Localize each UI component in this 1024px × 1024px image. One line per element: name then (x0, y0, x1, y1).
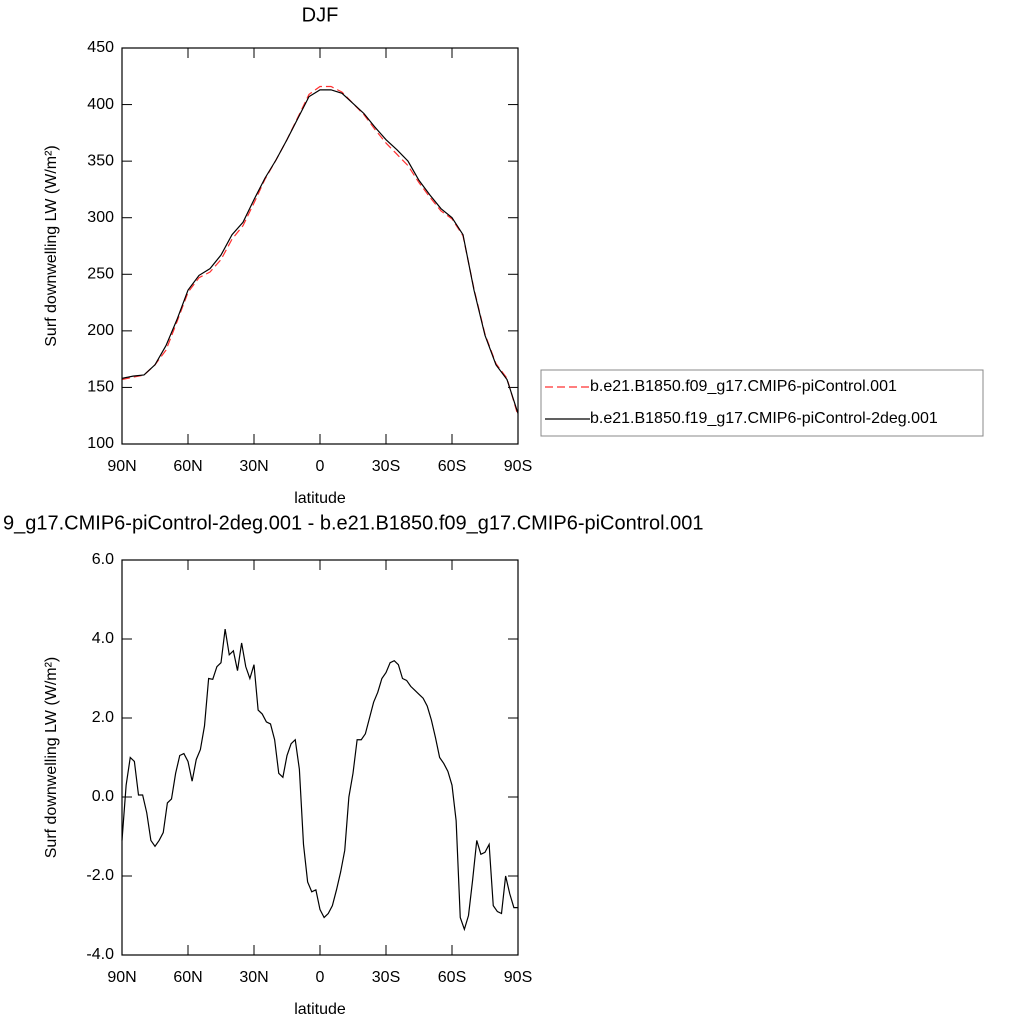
chart-title: 9_g17.CMIP6-piControl-2deg.001 - b.e21.B… (3, 512, 703, 534)
legend-label: b.e21.B1850.f09_g17.CMIP6-piControl.001 (590, 378, 897, 395)
y-tick-label: -2.0 (86, 867, 114, 884)
x-tick-label: 60S (438, 458, 466, 475)
legend-label: b.e21.B1850.f19_g17.CMIP6-piControl-2deg… (590, 410, 938, 427)
y-tick-label: 200 (87, 322, 114, 339)
x-tick-label: 60N (173, 969, 202, 986)
y-tick-label: 6.0 (92, 551, 114, 568)
y-tick-label: 150 (87, 379, 114, 396)
y-tick-label: 300 (87, 209, 114, 226)
x-tick-label: 30S (372, 458, 400, 475)
plot-frame (121, 47, 519, 445)
data-line (121, 85, 519, 416)
y-tick-label: 0.0 (92, 788, 114, 805)
y-tick-label: -4.0 (86, 946, 114, 963)
x-tick-label: 30N (239, 458, 268, 475)
x-axis-label: latitude (294, 490, 346, 507)
x-axis-label: latitude (294, 1001, 346, 1018)
y-tick-label: 100 (87, 435, 114, 452)
y-tick-label: 350 (87, 152, 114, 169)
plot-frame (121, 559, 519, 956)
x-tick-label: 90N (107, 969, 136, 986)
legend-box (540, 369, 984, 437)
x-tick-label: 0 (316, 458, 325, 475)
y-tick-label: 450 (87, 39, 114, 56)
y-tick-label: 2.0 (92, 709, 114, 726)
y-tick-label: 400 (87, 96, 114, 113)
x-tick-label: 60N (173, 458, 202, 475)
x-tick-label: 30S (372, 969, 400, 986)
x-tick-label: 90N (107, 458, 136, 475)
y-axis-label: Surf downwelling LW (W/m²) (43, 145, 60, 347)
data-line (121, 629, 518, 932)
data-line (121, 89, 519, 414)
y-tick-label: 4.0 (92, 630, 114, 647)
y-tick-label: 250 (87, 266, 114, 283)
x-tick-label: 90S (504, 458, 532, 475)
x-tick-label: 90S (504, 969, 532, 986)
chart-title: DJF (302, 4, 339, 26)
x-tick-label: 0 (316, 969, 325, 986)
x-tick-label: 60S (438, 969, 466, 986)
x-tick-label: 30N (239, 969, 268, 986)
y-axis-label: Surf downwelling LW (W/m²) (43, 657, 60, 859)
